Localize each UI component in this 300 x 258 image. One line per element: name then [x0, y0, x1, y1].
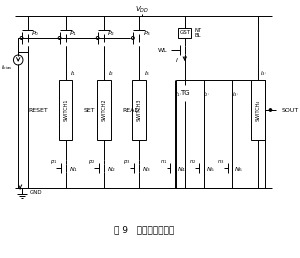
Bar — [251, 80, 265, 140]
Text: $n_2$: $n_2$ — [189, 158, 196, 166]
Text: $I_{1'}$: $I_{1'}$ — [175, 91, 182, 99]
Text: $N_4$: $N_4$ — [177, 166, 187, 174]
Text: $I$: $I$ — [176, 56, 179, 64]
Text: $I_{bias}$: $I_{bias}$ — [1, 63, 13, 72]
Text: SWITCH₄: SWITCH₄ — [256, 99, 261, 121]
Text: BL: BL — [194, 33, 201, 38]
Text: $I_{3'}$: $I_{3'}$ — [260, 70, 267, 78]
Text: $I_{3'}$: $I_{3'}$ — [232, 91, 238, 99]
Text: $P_{2}$: $P_{2}$ — [107, 30, 116, 38]
Text: $p_2$: $p_2$ — [88, 158, 95, 166]
Text: $I_3$: $I_3$ — [144, 70, 150, 78]
Text: READ: READ — [122, 108, 139, 112]
Text: $N_5$: $N_5$ — [206, 166, 215, 174]
Text: NT: NT — [194, 28, 201, 33]
Text: GND: GND — [30, 189, 42, 195]
Text: SOUT: SOUT — [282, 108, 299, 112]
Bar — [178, 28, 191, 38]
Text: $I_{2'}$: $I_{2'}$ — [203, 91, 210, 99]
Text: $I_1$: $I_1$ — [70, 70, 76, 78]
Text: $n_3$: $n_3$ — [217, 158, 225, 166]
Text: $N_1$: $N_1$ — [69, 166, 78, 174]
Text: $N_6$: $N_6$ — [235, 166, 244, 174]
Bar — [59, 80, 73, 140]
Text: $P_{0}$: $P_{0}$ — [31, 30, 39, 38]
Text: $p_3$: $p_3$ — [123, 158, 130, 166]
Text: RESET: RESET — [28, 108, 48, 112]
Bar — [97, 80, 110, 140]
Text: 图 9   驱动电流镜电路: 图 9 驱动电流镜电路 — [114, 225, 174, 235]
Text: $N_3$: $N_3$ — [142, 166, 151, 174]
Text: TG: TG — [180, 90, 190, 96]
Text: SWITCH2: SWITCH2 — [101, 99, 106, 121]
Text: $p_1$: $p_1$ — [50, 158, 57, 166]
Text: WL: WL — [158, 47, 168, 52]
Text: $V_{DD}$: $V_{DD}$ — [135, 5, 149, 15]
Text: $P_{3}$: $P_{3}$ — [142, 30, 151, 38]
Circle shape — [269, 109, 272, 111]
Text: $I_2$: $I_2$ — [108, 70, 115, 78]
Bar — [132, 80, 146, 140]
Text: SWITCH1: SWITCH1 — [63, 99, 68, 121]
Text: GST: GST — [179, 30, 190, 36]
Text: $N_2$: $N_2$ — [107, 166, 116, 174]
Bar — [176, 85, 193, 101]
Text: $n_1$: $n_1$ — [160, 158, 167, 166]
Text: SET: SET — [84, 108, 95, 112]
Text: SWITCH3: SWITCH3 — [136, 99, 142, 121]
Text: $P_{1}$: $P_{1}$ — [69, 30, 77, 38]
Bar — [176, 80, 265, 188]
